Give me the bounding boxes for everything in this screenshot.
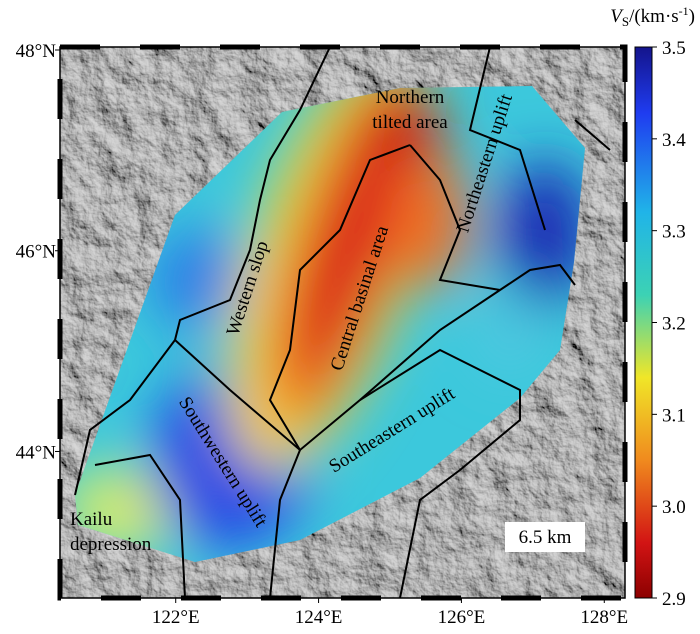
- colorbar-tick-label: 3.5: [662, 38, 686, 59]
- colorbar: [634, 46, 653, 599]
- colorbar-tick-label: 3.4: [662, 130, 686, 151]
- colorbar-tick-label: 3.1: [662, 405, 686, 426]
- lon-tick-label: 124°E: [295, 607, 343, 628]
- depth-box: [505, 522, 585, 552]
- colorbar-tick-label: 3.3: [662, 222, 686, 243]
- lat-tick-label: 44°N: [16, 442, 57, 463]
- lat-tick-label: 46°N: [16, 242, 57, 263]
- lon-tick-label: 122°E: [152, 607, 200, 628]
- map-area: [60, 47, 625, 598]
- lon-tick-label: 128°E: [580, 607, 628, 628]
- region-label: Kailu depression: [70, 509, 152, 555]
- colorbar-label: VS/(km·s-1): [610, 4, 695, 29]
- map-frame-graticule: [57, 44, 628, 601]
- lon-tick-label: 126°E: [438, 607, 486, 628]
- depth-label: 6.5 km: [519, 527, 572, 548]
- colorbar-tick-label: 3.0: [662, 497, 686, 518]
- colorbar-tick-label: 2.9: [662, 589, 686, 610]
- region-boundaries: [74, 47, 611, 598]
- colorbar-tick-label: 3.2: [662, 314, 686, 335]
- lat-tick-label: 48°N: [16, 41, 57, 62]
- region-label: Northern tilted area: [372, 87, 448, 133]
